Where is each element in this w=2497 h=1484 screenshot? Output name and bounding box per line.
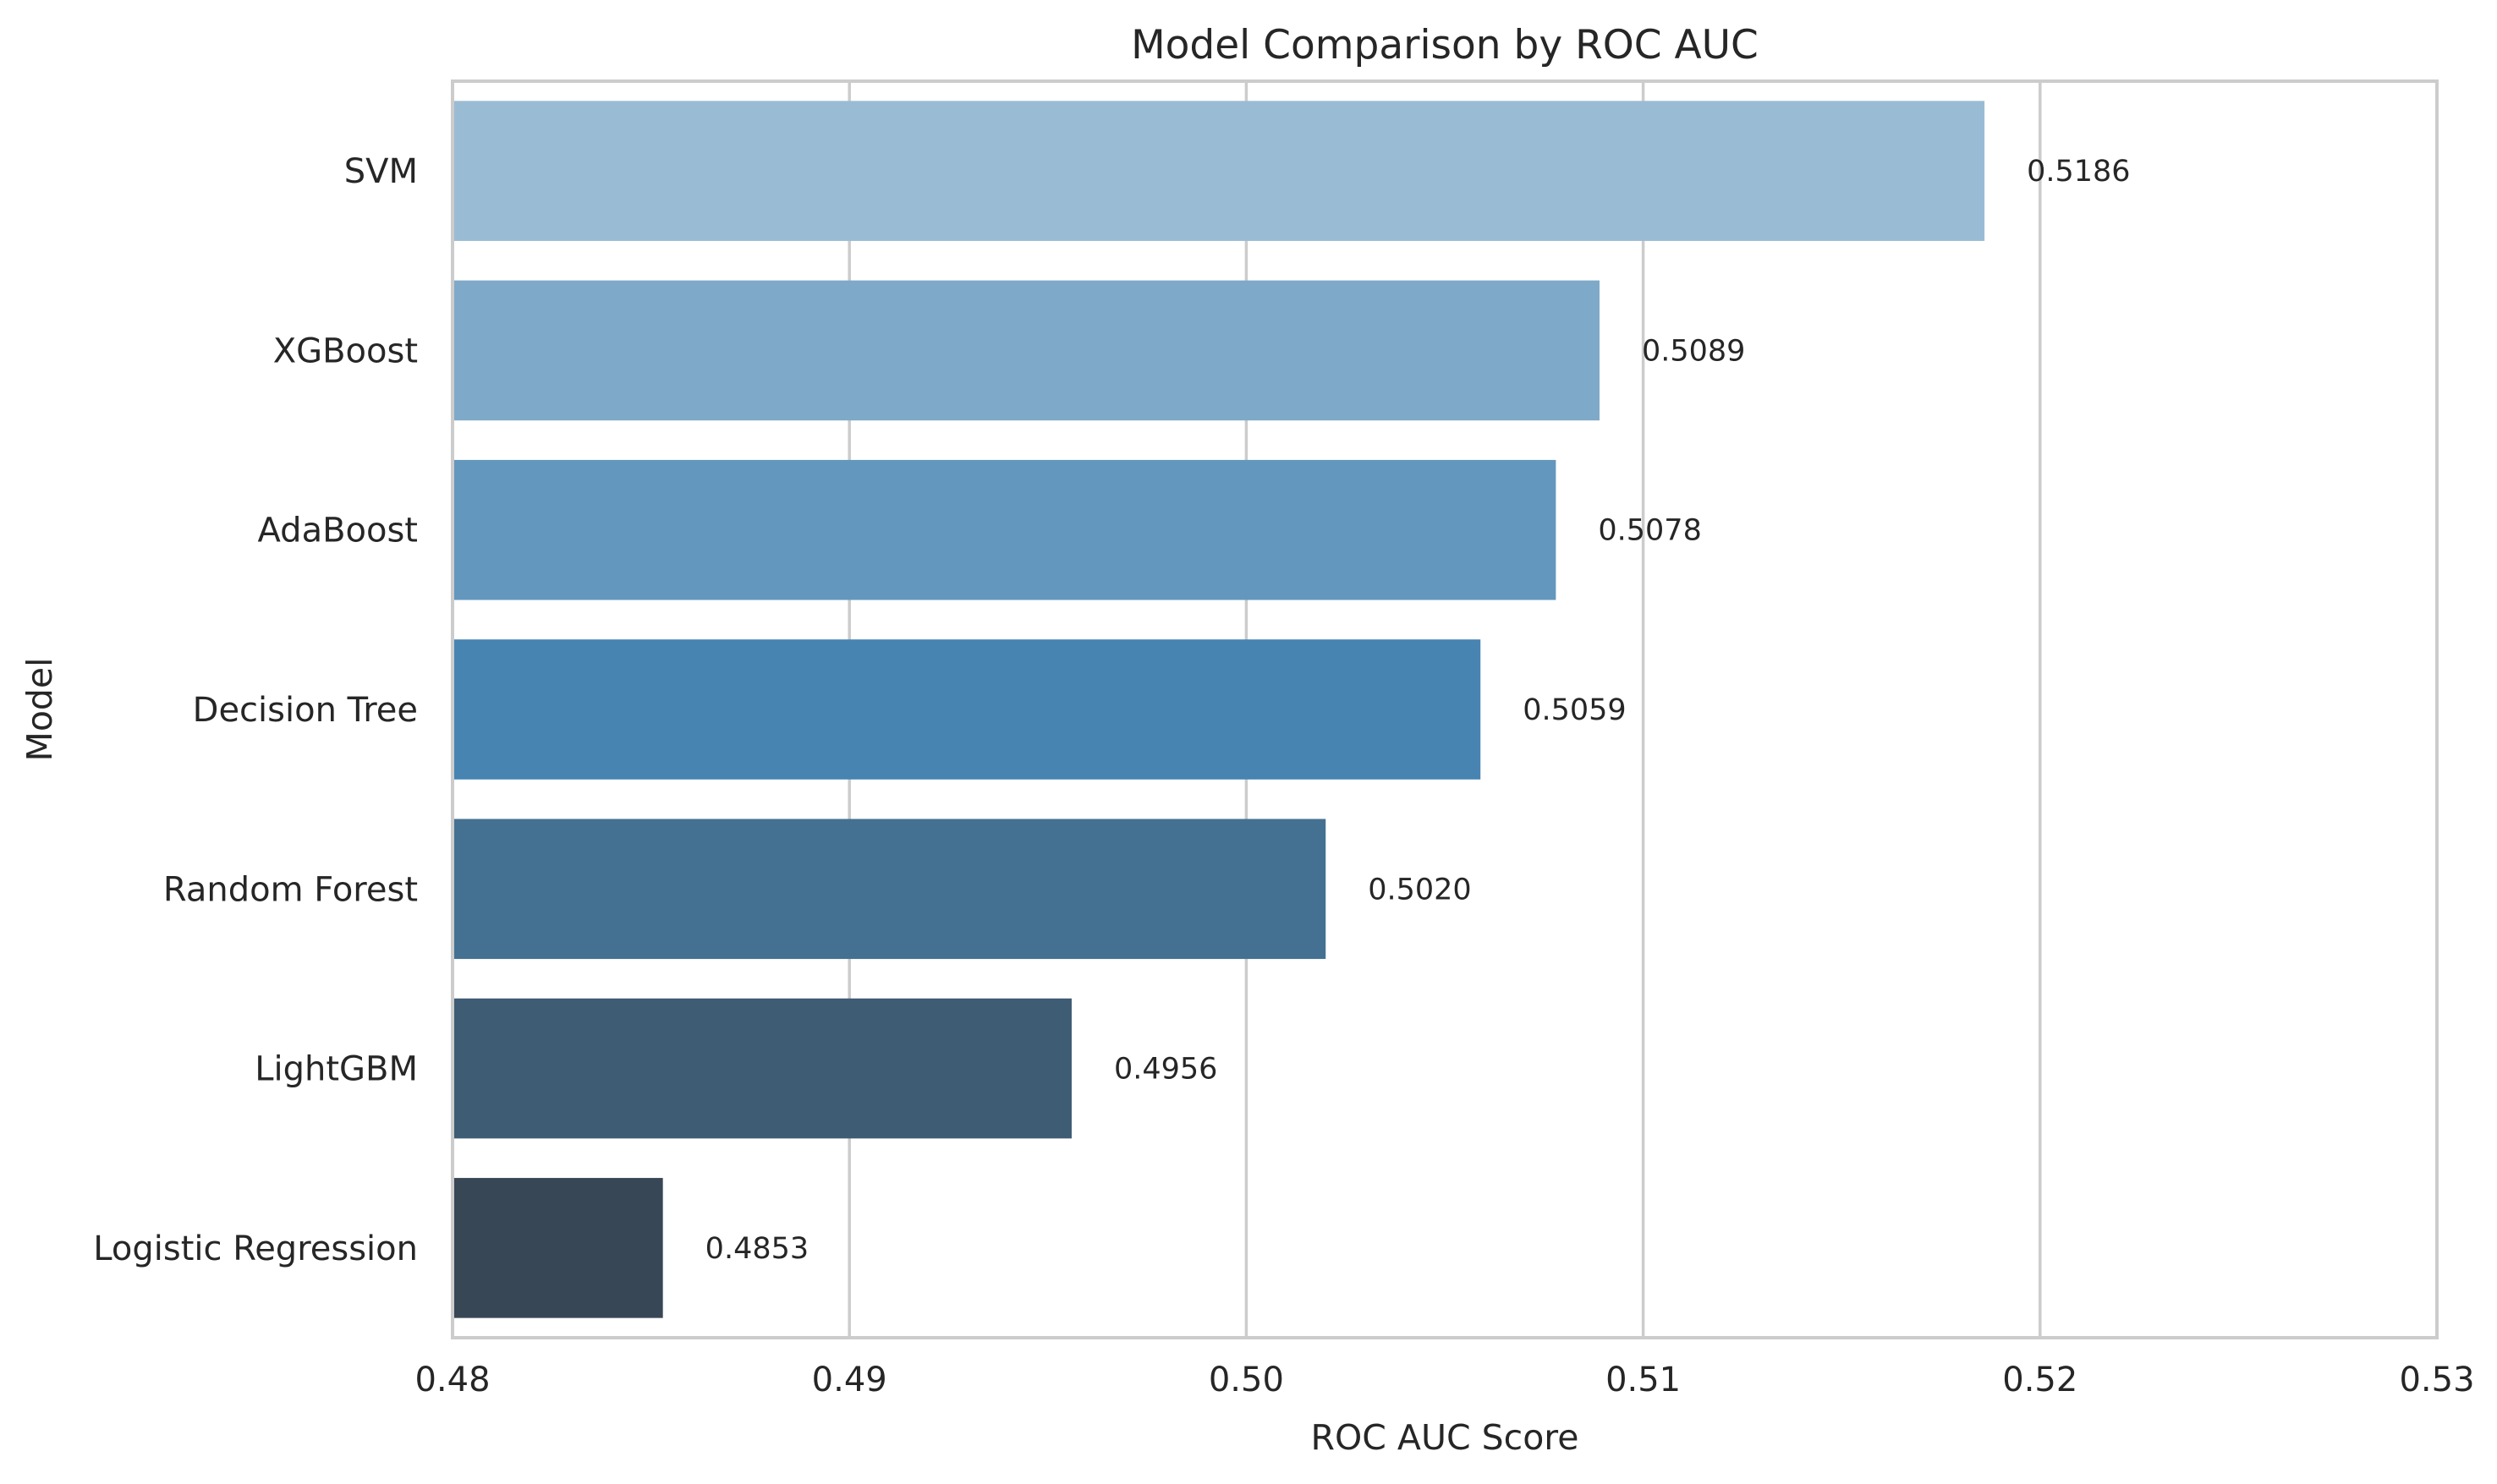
- bar-value-label: 0.5059: [1523, 693, 1626, 727]
- x-tick-label: 0.51: [1605, 1361, 1681, 1399]
- bar-value-label: 0.5186: [2027, 155, 2130, 189]
- value-labels: 0.5186 0.5089 0.5078 0.5059 0.5020 0.4956 0.48…: [705, 155, 2131, 1266]
- bar-value-label: 0.4956: [1114, 1053, 1217, 1087]
- x-tick-label: 0.52: [2002, 1361, 2077, 1399]
- bar-value-label: 0.5020: [1368, 873, 1471, 906]
- plot-frame: [451, 79, 2439, 1339]
- bar-value-label: 0.5078: [1598, 514, 1701, 548]
- chart-title: Model Comparison by ROC AUC: [1131, 22, 1759, 68]
- bar-layer: [453, 101, 1985, 1318]
- category-label: Random Forest: [163, 870, 418, 909]
- bar-value-label: 0.5089: [1642, 334, 1745, 368]
- category-label: AdaBoost: [258, 512, 418, 550]
- x-tick-label: 0.53: [2399, 1361, 2474, 1399]
- bar: [453, 998, 1072, 1139]
- x-tick-label: 0.49: [812, 1361, 887, 1399]
- category-label: Decision Tree: [193, 691, 418, 730]
- category-label: Logistic Regression: [93, 1229, 418, 1268]
- x-tick-label: 0.50: [1209, 1361, 1284, 1399]
- y-axis-label: Model: [19, 657, 60, 761]
- x-tick-label: 0.48: [414, 1361, 490, 1399]
- bar: [453, 459, 1556, 600]
- category-label: XGBoost: [273, 331, 418, 370]
- bar: [453, 1178, 663, 1318]
- category-label: SVM: [344, 152, 418, 191]
- bar-value-label: 0.4853: [705, 1232, 809, 1266]
- bar: [453, 819, 1326, 960]
- category-label: LightGBM: [255, 1050, 418, 1089]
- x-tick-labels: 0.48 0.49 0.50 0.51 0.52 0.53: [414, 1361, 2474, 1399]
- category-labels: SVM XGBoost AdaBoost Decision Tree Random Fo…: [93, 152, 418, 1268]
- bar: [453, 639, 1481, 780]
- bar: [453, 101, 1985, 241]
- x-axis-label: ROC AUC Score: [1311, 1417, 1579, 1458]
- bar: [453, 280, 1600, 421]
